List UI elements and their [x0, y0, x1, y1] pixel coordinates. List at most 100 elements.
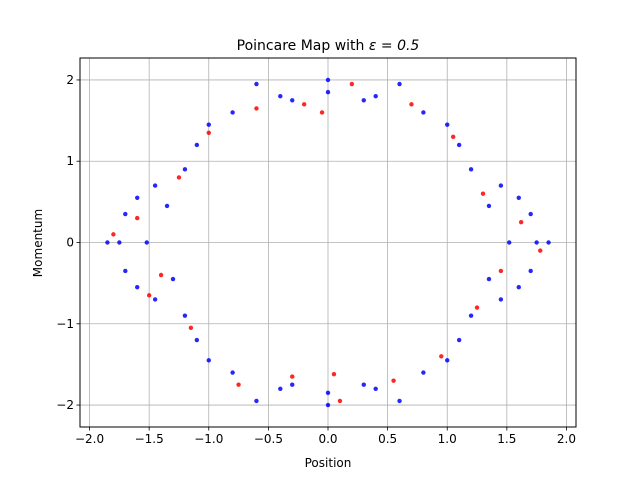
y-tick-label: 2	[66, 73, 74, 87]
scatter-point	[230, 370, 235, 375]
scatter-point	[301, 102, 307, 107]
scatter-point	[445, 358, 450, 363]
scatter-point	[206, 130, 211, 135]
scatter-point	[188, 325, 194, 331]
scatter-point	[516, 285, 521, 290]
scatter-point	[164, 203, 170, 209]
scatter-point	[361, 382, 366, 387]
scatter-point	[152, 183, 158, 188]
scatter-point	[480, 191, 486, 196]
scatter-point	[349, 81, 355, 87]
scatter-point	[135, 215, 140, 221]
scatter-point	[325, 402, 331, 408]
y-tick-label: −2	[56, 398, 74, 412]
scatter-point	[135, 285, 140, 290]
y-axis-label: Momentum	[31, 209, 45, 277]
scatter-point	[498, 268, 504, 274]
scatter-point	[439, 354, 444, 359]
x-tick-label: 1.5	[497, 432, 516, 446]
scatter-point	[534, 240, 539, 245]
scatter-point	[146, 293, 152, 298]
scatter-point	[538, 248, 543, 253]
scatter-point	[254, 81, 259, 87]
scatter-point	[409, 102, 414, 107]
scatter-point	[421, 110, 426, 115]
scatter-point	[170, 276, 176, 282]
scatter-point	[206, 122, 211, 127]
scatter-point	[105, 240, 110, 245]
y-tick-label: 1	[66, 154, 74, 168]
scatter-point	[290, 382, 295, 387]
scatter-point	[468, 167, 474, 172]
scatter-point	[230, 110, 235, 115]
scatter-point	[498, 297, 504, 302]
scatter-point	[325, 390, 331, 396]
scatter-point	[290, 374, 295, 379]
scatter-point	[319, 110, 325, 115]
y-tick-label: −1	[56, 317, 74, 331]
scatter-point	[486, 276, 492, 282]
scatter-point	[152, 297, 158, 302]
scatter-point	[236, 382, 241, 387]
scatter-point	[331, 371, 337, 377]
scatter-point	[290, 98, 295, 103]
scatter-point	[123, 268, 128, 274]
scatter-point	[194, 337, 200, 343]
scatter-point	[182, 313, 188, 318]
scatter-point	[450, 134, 456, 140]
scatter-point	[194, 142, 200, 148]
scatter-point	[278, 386, 283, 391]
x-tick-label: −2.0	[75, 432, 104, 446]
scatter-point	[528, 211, 533, 217]
x-tick-label: 0.5	[378, 432, 397, 446]
scatter-point	[325, 89, 331, 95]
scatter-point	[486, 203, 492, 209]
scatter-point	[123, 211, 128, 217]
x-tick-label: −1.0	[194, 432, 223, 446]
scatter-point	[117, 240, 122, 245]
scatter-point	[135, 195, 140, 200]
scatter-point	[468, 313, 474, 318]
x-axis-label: Position	[305, 456, 352, 470]
scatter-point	[456, 337, 462, 343]
scatter-point	[111, 232, 116, 237]
scatter-point	[361, 98, 366, 103]
scatter-point	[456, 142, 462, 148]
x-tick-label: −0.5	[254, 432, 283, 446]
scatter-point	[518, 219, 524, 225]
scatter-point	[507, 240, 512, 245]
axis-ticks: −2.0 −1.5 −1.0 −0.5 0.0 0.5 1.0 1.5 2.0 −2 −1 0 1 2	[56, 73, 576, 446]
chart-title: Poincare Map with ε = 0.5	[237, 38, 420, 54]
scatter-point	[421, 370, 426, 375]
scatter-point	[144, 240, 149, 245]
scatter-point	[498, 183, 504, 188]
scatter-point	[397, 81, 402, 87]
scatter-point	[373, 386, 378, 391]
scatter-point	[337, 398, 343, 404]
x-tick-label: 1.0	[438, 432, 457, 446]
scatter-point	[158, 272, 164, 278]
scatter-point	[325, 77, 331, 83]
scatter-point	[182, 167, 188, 172]
scatter-point	[254, 398, 259, 404]
scatter-point	[445, 122, 450, 127]
scatter-point	[516, 195, 521, 200]
scatter-point	[528, 268, 533, 274]
x-tick-label: −1.5	[135, 432, 164, 446]
chart-title-math: ε = 0.5	[369, 38, 420, 54]
scatter-point	[254, 106, 259, 111]
scatter-point	[474, 305, 480, 310]
scatter-points	[105, 77, 551, 408]
scatter-point	[176, 175, 182, 180]
scatter-point	[373, 94, 378, 99]
x-tick-label: 2.0	[557, 432, 576, 446]
scatter-point	[278, 94, 283, 99]
scatter-point	[391, 378, 396, 383]
y-tick-label: 0	[66, 236, 74, 250]
scatter-point	[206, 358, 211, 363]
x-tick-label: 0.0	[318, 432, 337, 446]
scatter-point	[546, 240, 551, 245]
scatter-point	[397, 398, 402, 404]
